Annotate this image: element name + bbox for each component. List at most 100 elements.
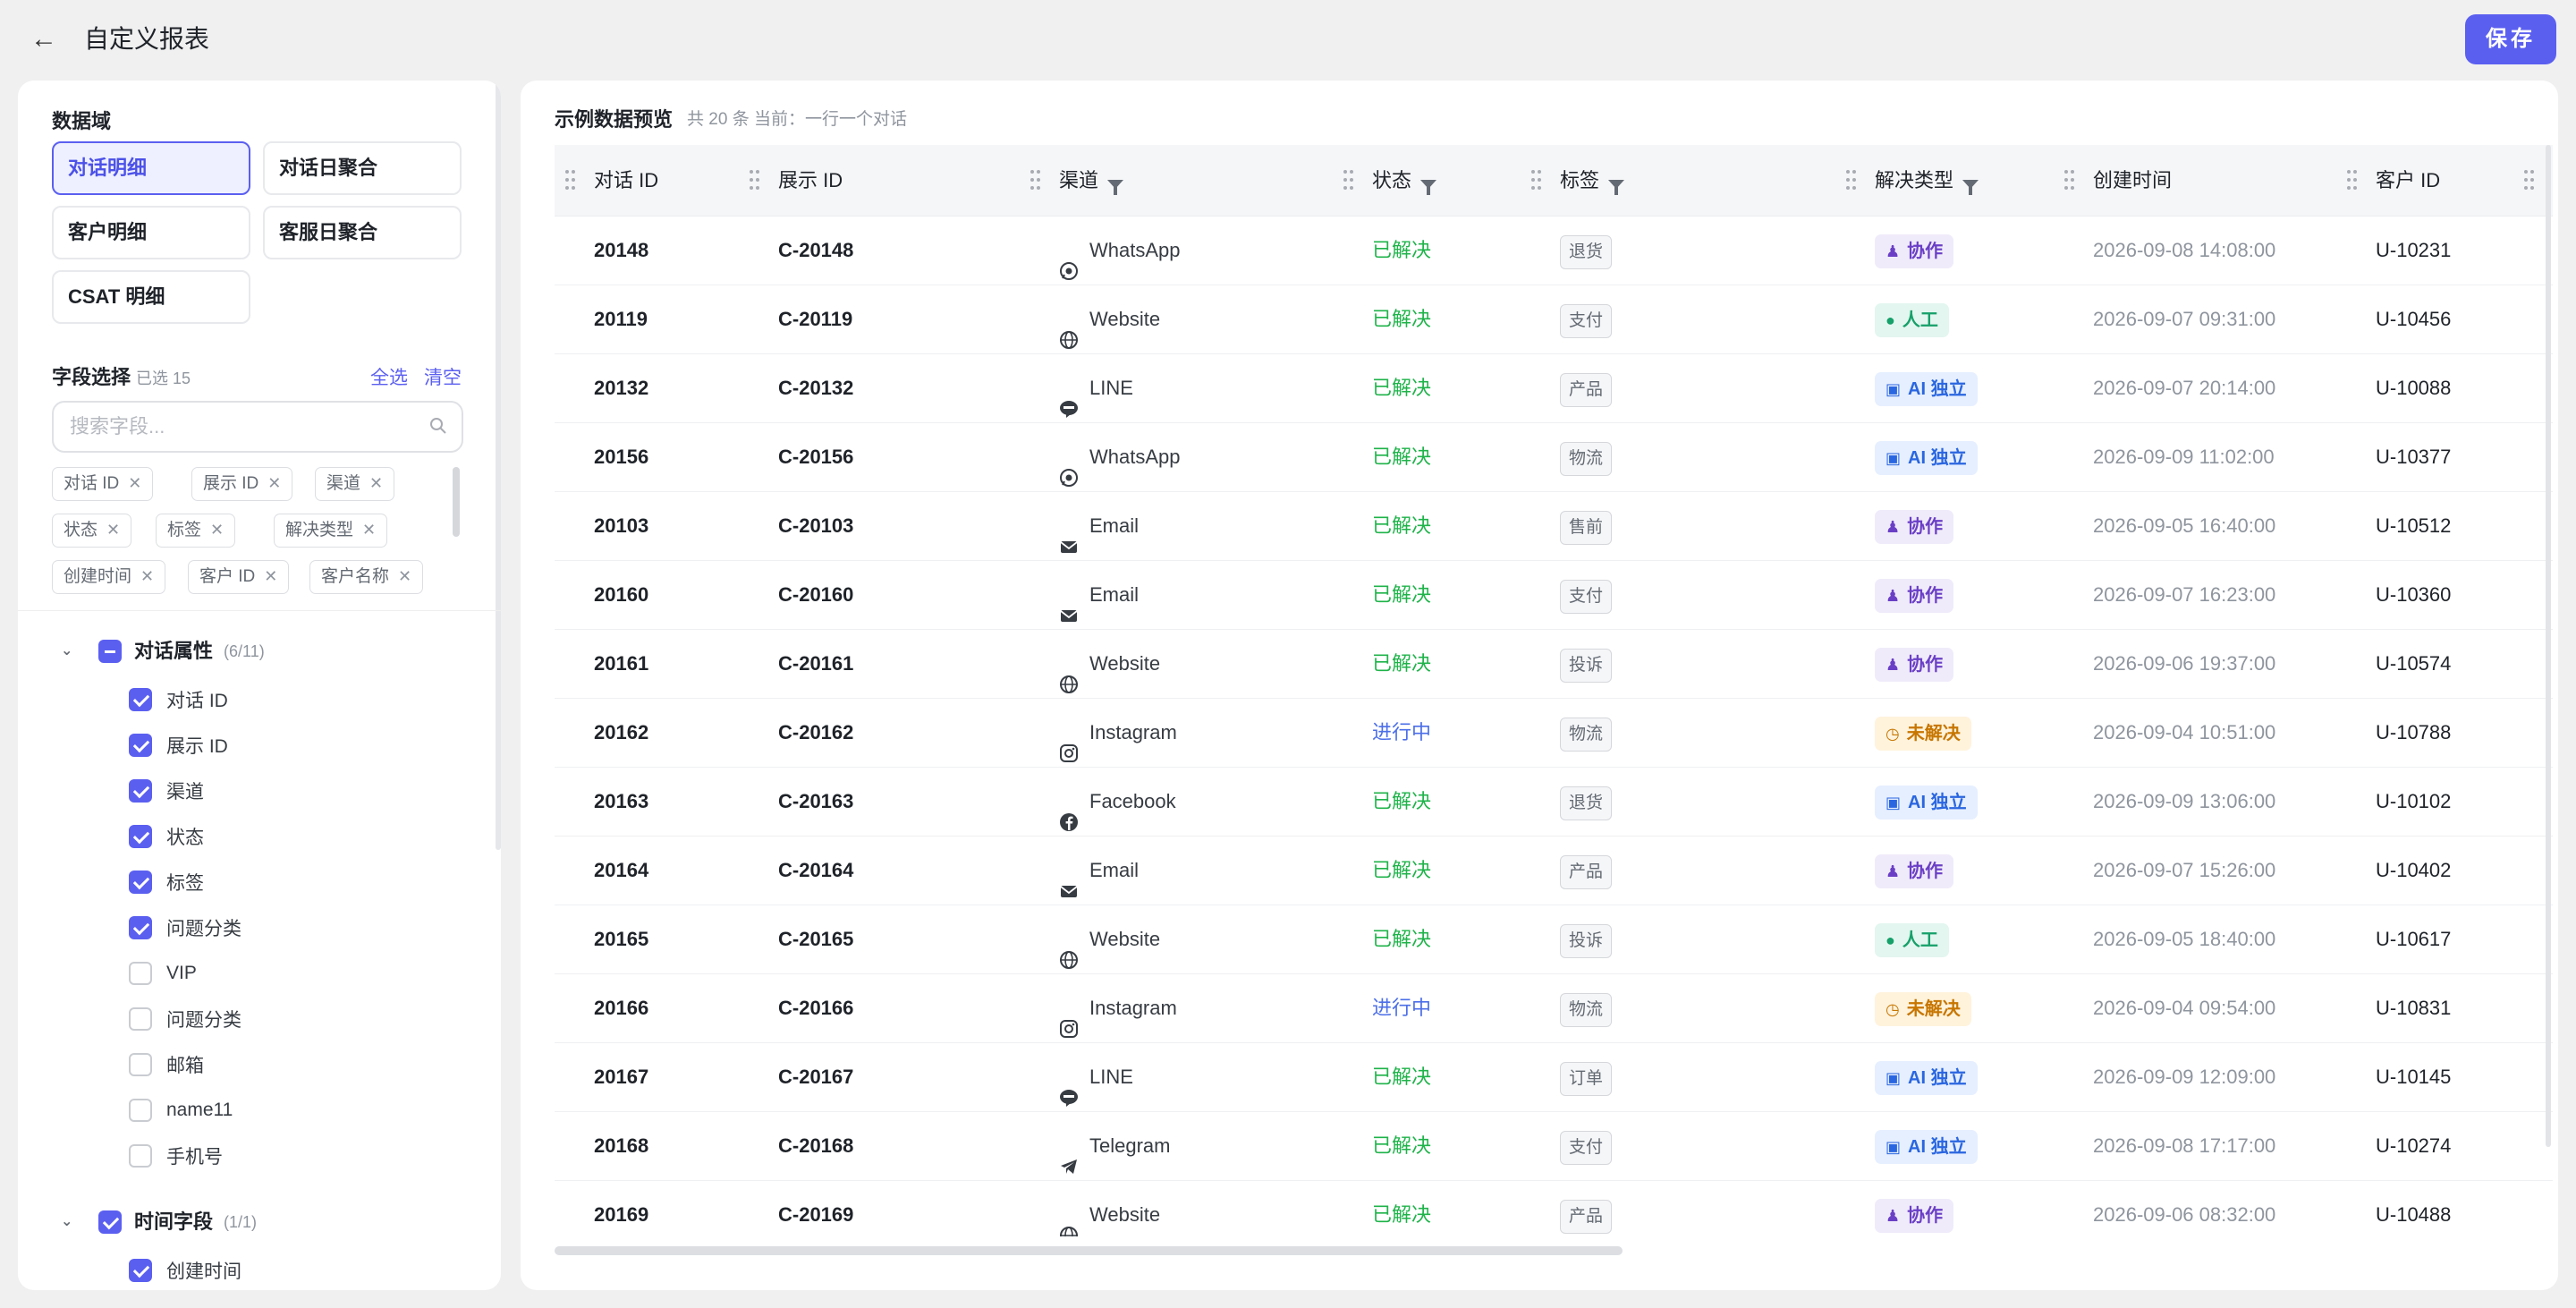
table-row[interactable]: 20168 C-20168 Telegram 已解决 支付 ▣ AI 独立 2026-09-0… <box>555 1112 2553 1181</box>
select-all-link[interactable]: 全选 <box>370 368 408 388</box>
field-search-input[interactable]: 搜索字段... <box>52 401 463 453</box>
drag-handle-icon[interactable] <box>2347 170 2358 191</box>
column-header-customer-id[interactable]: 客户 ID <box>2376 169 2441 191</box>
table-row[interactable]: 20132 C-20132 LINE 已解决 产品 ▣ AI 独立 2026-09-07 20… <box>555 354 2553 423</box>
column-header-resolution-type[interactable]: 解决类型 <box>1875 145 1979 217</box>
table-row[interactable]: 20163 C-20163 Facebook 已解决 退货 ▣ AI 独立 2026-09-0… <box>555 768 2553 837</box>
chip-display-id[interactable]: 展示 ID ✕ <box>191 467 293 501</box>
domain-conversation-detail[interactable]: 对话明细 <box>52 141 250 195</box>
close-icon[interactable]: ✕ <box>398 567 412 585</box>
field-checkbox[interactable] <box>129 1007 152 1031</box>
drag-handle-icon[interactable] <box>1846 170 1857 191</box>
filter-icon[interactable] <box>1107 180 1124 195</box>
chevron-down-icon[interactable]: ⌄ <box>61 643 73 658</box>
left-panel-scrollbar[interactable] <box>496 81 501 850</box>
column-header-status[interactable]: 状态 <box>1372 145 1437 217</box>
filter-icon[interactable] <box>1962 180 1979 195</box>
drag-handle-icon[interactable] <box>2064 170 2075 191</box>
table-row[interactable]: 20160 C-20160 Email 已解决 支付 ♟ 协作 2026-09-07 16:2… <box>555 561 2553 630</box>
chips-scrollbar[interactable] <box>453 467 460 537</box>
drag-handle-icon[interactable] <box>1030 170 1041 191</box>
field-checkbox[interactable] <box>129 734 152 757</box>
chip-channel[interactable]: 渠道 ✕ <box>315 467 395 501</box>
table-row[interactable]: 20119 C-20119 Website 已解决 支付 ● 人工 2026-09-07 09… <box>555 285 2553 354</box>
filter-icon[interactable] <box>1420 180 1437 195</box>
domain-csat-detail[interactable]: CSAT 明细 <box>52 270 250 324</box>
field-item[interactable]: 手机号 <box>129 1140 223 1172</box>
field-item[interactable]: 创建时间 <box>129 1254 242 1287</box>
field-item[interactable]: 问题分类 <box>129 1003 242 1035</box>
table-row[interactable]: 20165 C-20165 Website 已解决 投诉 ● 人工 2026-09-05 18… <box>555 905 2553 974</box>
group-checkbox[interactable] <box>98 640 122 663</box>
group-conversation-attributes[interactable]: ⌄ 对话属性 (6/11) <box>61 633 265 669</box>
filter-icon[interactable] <box>1608 180 1625 195</box>
domain-agent-daily[interactable]: 客服日聚合 <box>263 206 462 259</box>
close-icon[interactable]: ✕ <box>140 567 155 585</box>
field-checkbox[interactable] <box>129 1144 152 1168</box>
drag-handle-icon[interactable] <box>2524 170 2535 191</box>
domain-customer-detail[interactable]: 客户明细 <box>52 206 250 259</box>
chip-tag[interactable]: 标签 ✕ <box>156 514 236 548</box>
table-row[interactable]: 20161 C-20161 Website 已解决 投诉 ♟ 协作 2026-09-06 19… <box>555 630 2553 699</box>
field-checkbox[interactable] <box>129 871 152 894</box>
close-icon[interactable]: ✕ <box>369 474 384 492</box>
group-time-fields[interactable]: ⌄ 时间字段 (1/1) <box>61 1204 257 1240</box>
close-icon[interactable]: ✕ <box>264 567 278 585</box>
table-row[interactable]: 20164 C-20164 Email 已解决 产品 ♟ 协作 2026-09-07 15:2… <box>555 837 2553 905</box>
table-row[interactable]: 20148 C-20148 WhatsApp 已解决 退货 ♟ 协作 2026-09-08 1… <box>555 217 2553 285</box>
chip-customer-id[interactable]: 客户 ID ✕ <box>188 560 290 594</box>
field-item[interactable]: 标签 <box>129 866 204 898</box>
field-item[interactable]: 状态 <box>129 820 204 853</box>
table-horizontal-scrollbar[interactable] <box>555 1246 1623 1255</box>
field-item[interactable]: 对话 ID <box>129 684 228 716</box>
field-checkbox[interactable] <box>129 779 152 803</box>
field-checkbox[interactable] <box>129 1259 152 1282</box>
field-item[interactable]: 问题分类 <box>129 912 242 944</box>
drag-handle-icon[interactable] <box>565 170 576 191</box>
field-checkbox[interactable] <box>129 962 152 985</box>
close-icon[interactable]: ✕ <box>267 474 282 492</box>
field-item[interactable]: 渠道 <box>129 775 204 807</box>
drag-handle-icon[interactable] <box>750 170 760 191</box>
table-row[interactable]: 20162 C-20162 Instagram 进行中 物流 ◷ 未解决 2026-09-04… <box>555 699 2553 768</box>
drag-handle-icon[interactable] <box>1531 170 1542 191</box>
field-checkbox[interactable] <box>129 1099 152 1122</box>
close-icon[interactable]: ✕ <box>362 521 377 539</box>
column-header-display-id[interactable]: 展示 ID <box>778 169 843 191</box>
table-row[interactable]: 20166 C-20166 Instagram 进行中 物流 ◷ 未解决 2026-09-04… <box>555 974 2553 1043</box>
table-vertical-scrollbar[interactable] <box>2546 145 2551 1147</box>
chip-customer-name[interactable]: 客户名称 ✕ <box>309 560 424 594</box>
table-row[interactable]: 20156 C-20156 WhatsApp 已解决 物流 ▣ AI 独立 2026-09-0… <box>555 423 2553 492</box>
column-header-channel[interactable]: 渠道 <box>1059 145 1124 217</box>
chip-created-time[interactable]: 创建时间 ✕ <box>52 560 166 594</box>
close-icon[interactable]: ✕ <box>128 474 142 492</box>
clear-link[interactable]: 清空 <box>424 368 462 388</box>
table-row[interactable]: 20103 C-20103 Email 已解决 售前 ♟ 协作 2026-09-05 16:4… <box>555 492 2553 561</box>
back-arrow-icon[interactable]: ← <box>30 24 57 54</box>
field-checkbox[interactable] <box>129 916 152 939</box>
field-item[interactable]: VIP <box>129 957 197 989</box>
field-checkbox[interactable] <box>129 825 152 848</box>
resolution-badge: ▣ AI 独立 <box>1875 1130 1978 1164</box>
group-checkbox[interactable] <box>98 1210 122 1234</box>
chevron-down-icon[interactable]: ⌄ <box>61 1214 73 1229</box>
domain-conversation-daily[interactable]: 对话日聚合 <box>263 141 462 195</box>
table-row[interactable]: 20167 C-20167 LINE 已解决 订单 ▣ AI 独立 2026-09-09 12… <box>555 1043 2553 1112</box>
field-checkbox[interactable] <box>129 1053 152 1076</box>
field-checkbox[interactable] <box>129 688 152 711</box>
chip-status[interactable]: 状态 ✕ <box>52 514 132 548</box>
drag-handle-icon[interactable] <box>1343 170 1354 191</box>
table-row[interactable]: 20169 C-20169 Website 已解决 产品 ♟ 协作 2026-09-06 08… <box>555 1181 2553 1236</box>
save-button[interactable]: 保存 <box>2465 14 2556 64</box>
close-icon[interactable]: ✕ <box>106 521 121 539</box>
chip-resolution-type[interactable]: 解决类型 ✕ <box>274 514 388 548</box>
column-header-created-time[interactable]: 创建时间 <box>2093 169 2173 191</box>
field-item[interactable]: 邮箱 <box>129 1049 204 1081</box>
field-item[interactable]: name11 <box>129 1094 233 1126</box>
field-item[interactable]: 展示 ID <box>129 729 228 761</box>
column-header-conversation-id[interactable]: 对话 ID <box>594 169 659 191</box>
chip-conversation-id[interactable]: 对话 ID ✕ <box>52 467 154 501</box>
close-icon[interactable]: ✕ <box>210 521 225 539</box>
column-header-tag[interactable]: 标签 <box>1560 145 1625 217</box>
cell-status: 已解决 <box>1372 1134 1432 1157</box>
